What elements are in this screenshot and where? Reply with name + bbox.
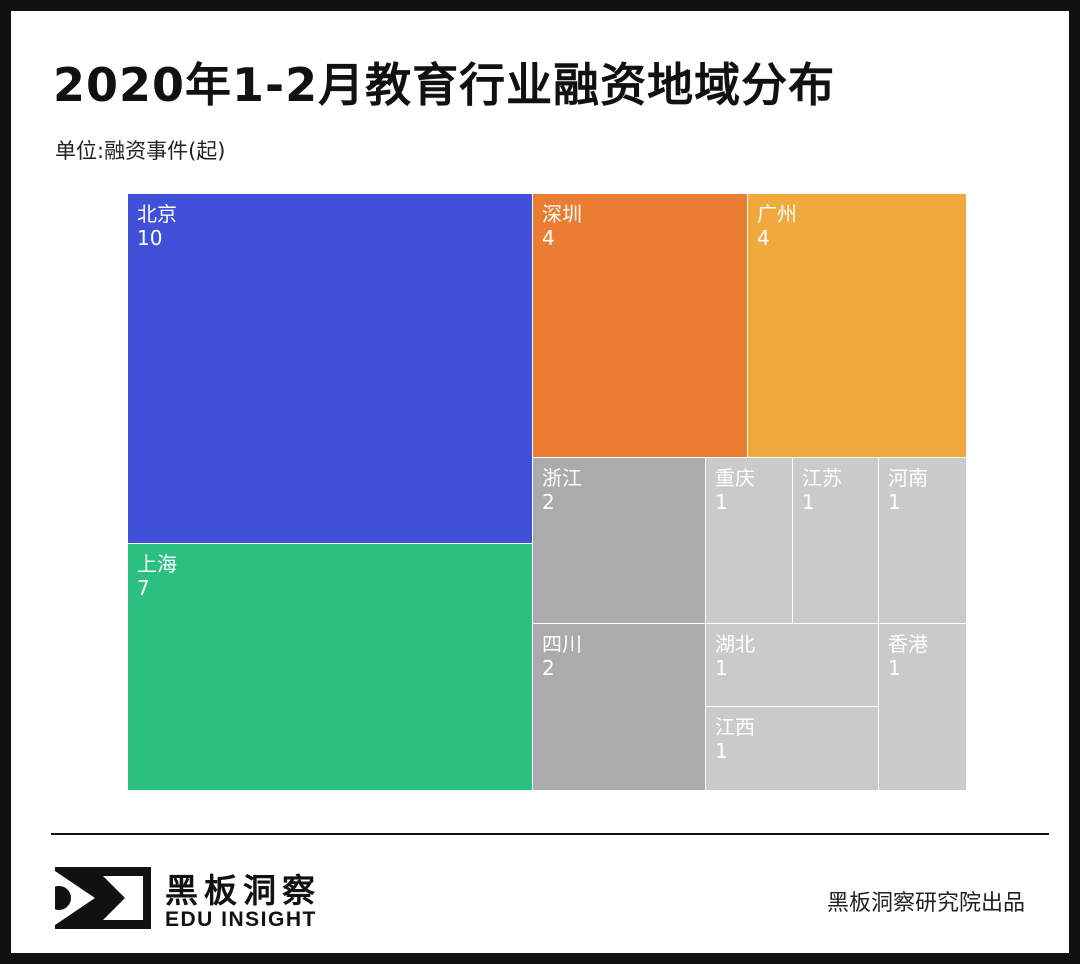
treemap-cell-label: 北京 (137, 202, 177, 226)
treemap-cell-label: 上海 (137, 552, 177, 576)
treemap-cell: 江苏 1 (793, 458, 879, 624)
treemap-cell-value: 10 (137, 226, 163, 250)
treemap-cell: 湖北 1 (706, 624, 879, 707)
treemap-cell-value: 1 (715, 739, 728, 763)
treemap-cell-value: 1 (715, 656, 728, 680)
brand-name-cn: 黑板洞察 (165, 871, 321, 910)
treemap-cell-value: 2 (542, 656, 555, 680)
treemap-cell: 四川 2 (533, 624, 706, 790)
treemap-cell-label: 香港 (888, 632, 928, 656)
treemap-cell: 河南 1 (879, 458, 966, 624)
treemap-cell: 浙江 2 (533, 458, 706, 624)
edu-insight-logo-icon (55, 867, 151, 929)
treemap-cell: 香港 1 (879, 624, 966, 790)
brand-name-en: EDU INSIGHT (165, 908, 317, 931)
treemap-cell: 江西 1 (706, 707, 879, 790)
treemap-cell-value: 4 (542, 226, 555, 250)
treemap-cell-value: 1 (888, 656, 901, 680)
treemap-cell-value: 7 (137, 576, 150, 600)
publisher-credit: 黑板洞察研究院出品 (826, 891, 1025, 916)
chart-title: 2020年1-2月教育行业融资地域分布 (53, 58, 836, 112)
treemap-cell-value: 2 (542, 490, 555, 514)
treemap-cell: 重庆 1 (706, 458, 793, 624)
treemap-chart: 北京 10 上海 7 深圳 4 广州 4 浙江 2 四川 2 重庆 1 江苏 1 河南 1 湖北 1 江西 1 香港 1 (128, 194, 966, 790)
treemap-cell: 北京 10 (128, 194, 533, 544)
treemap-cell-value: 1 (715, 490, 728, 514)
treemap-cell-label: 江苏 (802, 466, 842, 490)
treemap-cell: 上海 7 (128, 544, 533, 790)
footer-divider (51, 833, 1049, 835)
treemap-cell-value: 4 (757, 226, 770, 250)
treemap-cell-value: 1 (802, 490, 815, 514)
treemap-cell: 广州 4 (748, 194, 966, 458)
treemap-cell-label: 江西 (715, 715, 755, 739)
treemap-cell-label: 重庆 (715, 466, 755, 490)
treemap-cell-label: 四川 (542, 632, 582, 656)
treemap-cell: 深圳 4 (533, 194, 748, 458)
treemap-cell-label: 浙江 (542, 466, 582, 490)
treemap-cell-label: 广州 (757, 202, 797, 226)
treemap-cell-label: 深圳 (542, 202, 582, 226)
treemap-cell-value: 1 (888, 490, 901, 514)
treemap-cell-label: 河南 (888, 466, 928, 490)
treemap-cell-label: 湖北 (715, 632, 755, 656)
unit-label: 单位:融资事件(起) (55, 139, 226, 163)
